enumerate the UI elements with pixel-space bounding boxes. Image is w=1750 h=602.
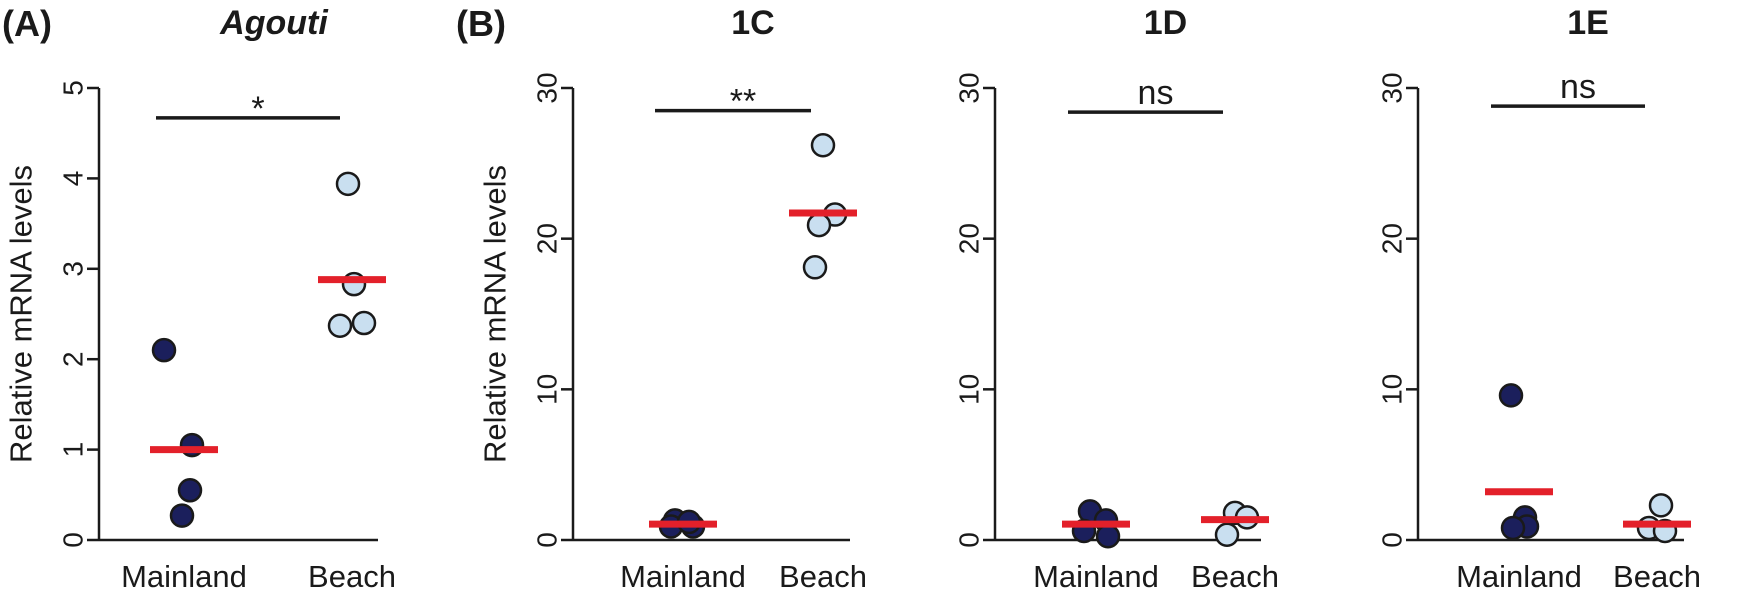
data-point-mainland bbox=[169, 503, 195, 528]
data-point-beach bbox=[351, 310, 377, 336]
x-tick-label: Beach bbox=[1191, 559, 1279, 594]
x-tick-label: Mainland bbox=[121, 559, 247, 594]
significance-label: ** bbox=[730, 83, 756, 121]
y-tick-label: 10 bbox=[1377, 374, 1408, 405]
y-axis-label: Relative mRNA levels bbox=[478, 165, 513, 463]
x-tick-label: Beach bbox=[779, 559, 867, 594]
chart-panel-1c: 1C 0 10 20 30 Relative mRNA levels Mainland Bea… bbox=[478, 4, 867, 594]
y-tick-label: 0 bbox=[954, 532, 985, 548]
significance-label: ns bbox=[1138, 74, 1174, 112]
y-tick-label: 3 bbox=[58, 261, 89, 277]
y-tick-label: 20 bbox=[1377, 223, 1408, 254]
panel-title: 1C bbox=[731, 4, 774, 42]
data-point-mainland bbox=[1500, 515, 1526, 541]
data-point-beach bbox=[810, 133, 836, 158]
x-tick-label: Mainland bbox=[1033, 559, 1159, 594]
data-point-mainland bbox=[1095, 523, 1121, 549]
panel-title: 1E bbox=[1567, 4, 1609, 42]
data-point-mainland bbox=[151, 337, 177, 363]
y-tick-label: 2 bbox=[58, 351, 89, 367]
y-tick-label: 20 bbox=[532, 223, 563, 254]
y-tick-label: 1 bbox=[58, 442, 89, 458]
data-point-beach bbox=[335, 171, 361, 197]
y-tick-label: 30 bbox=[532, 72, 563, 103]
chart-panel-1d: 1D 0 10 20 30 Mainland Beach ns bbox=[954, 4, 1279, 594]
y-tick-label: 0 bbox=[1377, 532, 1408, 548]
data-point-beach bbox=[1214, 522, 1240, 547]
x-tick-label: Mainland bbox=[1456, 559, 1582, 594]
charts: Agouti 0 1 2 3 4 5 Relative mRNA levels Mainland… bbox=[4, 4, 1701, 594]
data-point-mainland bbox=[177, 478, 203, 503]
data-point-beach bbox=[802, 255, 828, 280]
y-tick-label: 0 bbox=[58, 532, 89, 548]
significance-label: * bbox=[251, 90, 264, 128]
y-tick-label: 20 bbox=[954, 223, 985, 254]
data-point-mainland bbox=[1498, 383, 1524, 408]
x-tick-label: Mainland bbox=[620, 559, 746, 594]
x-tick-label: Beach bbox=[1613, 559, 1701, 594]
x-tick-label: Beach bbox=[308, 559, 396, 594]
y-tick-label: 30 bbox=[954, 72, 985, 103]
panel-title: 1D bbox=[1144, 4, 1187, 42]
y-tick-label: 5 bbox=[58, 80, 89, 96]
data-point-beach bbox=[327, 313, 353, 339]
significance-label: ns bbox=[1560, 68, 1596, 106]
chart-panel-1e: 1E 0 10 20 30 Mainland Beach ns bbox=[1377, 4, 1701, 594]
y-tick-label: 10 bbox=[954, 374, 985, 405]
y-tick-label: 4 bbox=[58, 171, 89, 187]
y-tick-label: 0 bbox=[532, 532, 563, 548]
y-axis-label: Relative mRNA levels bbox=[4, 165, 39, 463]
panel-letter-b: (B) bbox=[456, 3, 506, 44]
panel-letter-a: (A) bbox=[2, 3, 52, 44]
chart-panel-agouti: Agouti 0 1 2 3 4 5 Relative mRNA levels Mainland… bbox=[4, 4, 396, 594]
y-tick-label: 30 bbox=[1377, 72, 1408, 103]
data-point-beach bbox=[1648, 493, 1674, 518]
panel-title: Agouti bbox=[219, 4, 329, 42]
y-tick-label: 10 bbox=[532, 374, 563, 405]
data-point-beach bbox=[806, 212, 832, 238]
